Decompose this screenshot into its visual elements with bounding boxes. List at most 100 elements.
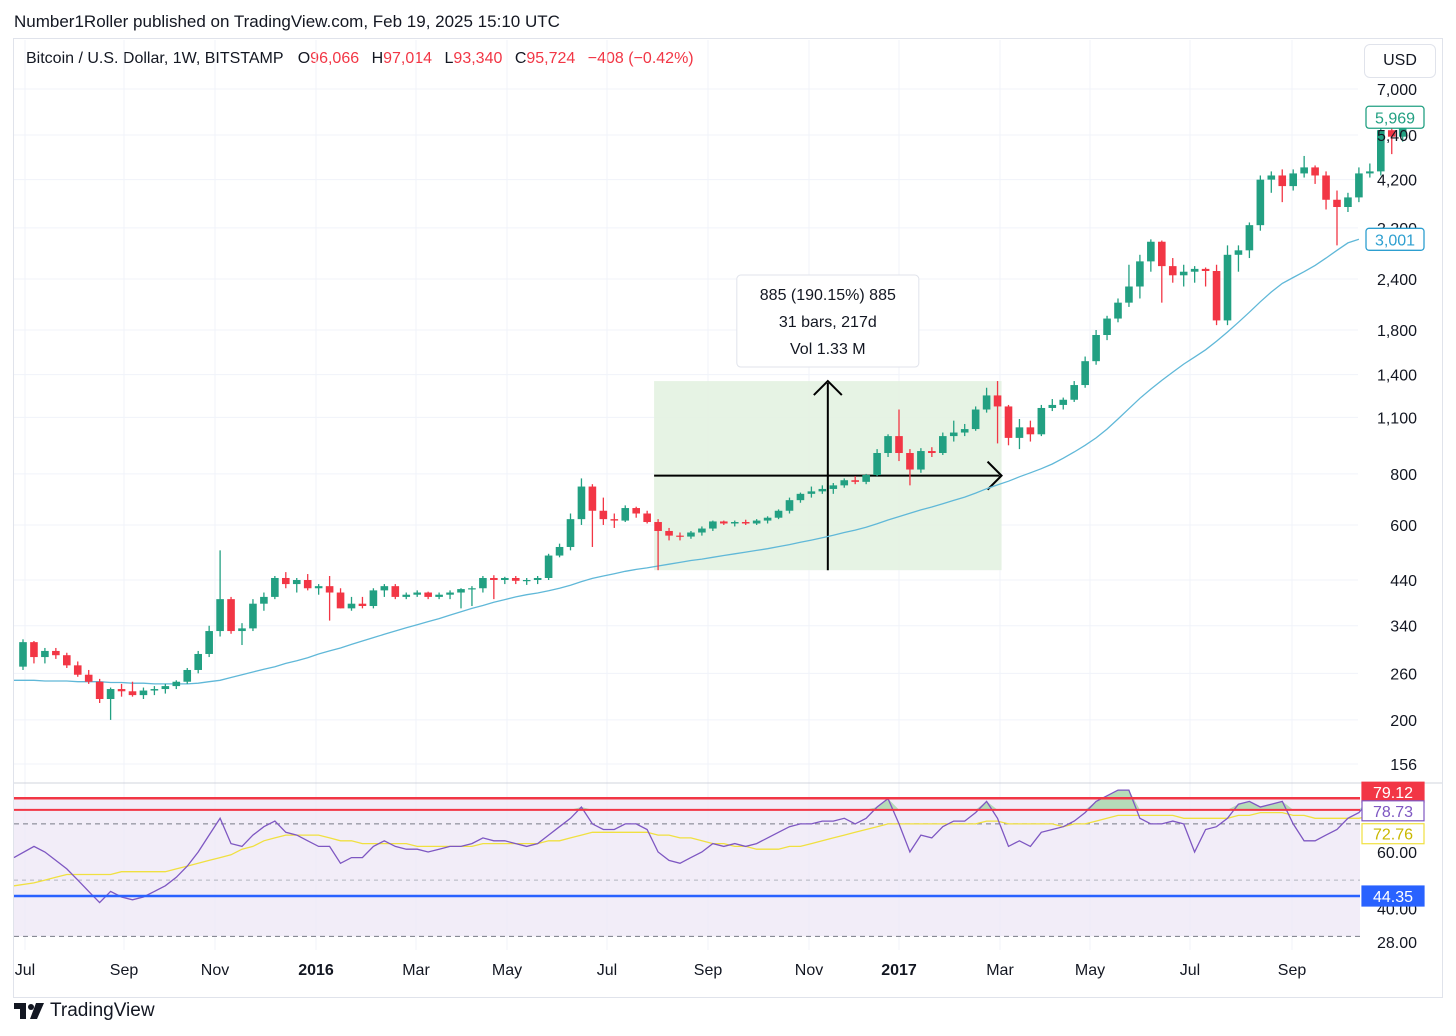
candle-body [1300, 167, 1308, 174]
candle [1158, 240, 1166, 303]
candle-body [1387, 130, 1396, 137]
candle [41, 647, 49, 664]
rsi-blue-badge-box [1361, 885, 1425, 907]
candle-body [227, 599, 235, 632]
candle-body [917, 451, 925, 470]
rsi-value-badge: 78.73 [1361, 800, 1425, 822]
close-value: 95,724 [526, 50, 576, 67]
candle [490, 575, 498, 600]
candle [1212, 264, 1221, 326]
candle-body [1245, 225, 1254, 251]
candle-body [402, 594, 411, 597]
candle-body [150, 689, 159, 691]
candle [960, 423, 969, 437]
candle-body [1355, 173, 1363, 198]
candle-body [741, 522, 750, 524]
tradingview-brand: TradingView [50, 1000, 155, 1021]
candle [643, 510, 651, 524]
candle-body [1114, 302, 1122, 319]
candle-body [1344, 197, 1352, 208]
candle-body [939, 436, 947, 454]
tradingview-logo[interactable]: TradingView [14, 1000, 155, 1022]
high-label: H [371, 50, 384, 67]
symbol-title[interactable]: Bitcoin / U.S. Dollar, 1W, BITSTAMP [26, 50, 284, 67]
candle [260, 592, 268, 611]
candle [84, 669, 93, 684]
candle-body [643, 513, 651, 523]
candle [73, 661, 82, 677]
candle [161, 683, 170, 694]
candle [1081, 356, 1089, 388]
candle [139, 687, 148, 700]
candle-body [106, 689, 115, 700]
candle-body [501, 577, 509, 580]
rsi-blue-badge-text: 44.35 [1373, 889, 1413, 906]
rsi-upper-badge: 79.12 [1361, 781, 1425, 803]
measure-volume-text: Vol 1.33 M [790, 341, 866, 358]
candle-body [1158, 241, 1166, 267]
time-tick-label: Jul [1180, 962, 1200, 979]
candle-body [128, 691, 137, 696]
candle-body [807, 491, 816, 494]
currency-button[interactable]: USD [1364, 44, 1436, 78]
candle [533, 576, 542, 585]
candle-body [1179, 271, 1188, 276]
candle-body [1190, 268, 1199, 272]
candle [479, 576, 487, 593]
candle [884, 434, 892, 457]
candle-body [763, 517, 772, 521]
price-tick-label: 440 [1390, 573, 1417, 590]
candle [292, 577, 301, 593]
candle-body [906, 453, 914, 470]
candle-body [194, 653, 202, 670]
candle [774, 509, 783, 520]
time-tick-label: Sep [110, 962, 139, 979]
candle-body [1322, 175, 1330, 200]
candle [785, 497, 794, 514]
candle-body [566, 519, 575, 547]
time-tick-label: Sep [1278, 962, 1307, 979]
time-tick-label: Nov [201, 962, 229, 979]
open-label: O [297, 50, 311, 67]
candle-body [380, 586, 389, 591]
candle [807, 486, 816, 498]
candle [906, 449, 914, 486]
candle-body [752, 520, 761, 524]
candle-body [303, 579, 312, 589]
candle-body [161, 686, 170, 690]
candle [19, 639, 27, 670]
candle [1333, 190, 1341, 246]
candle-body [862, 475, 870, 482]
last-price-badge: 5,969 [1365, 105, 1425, 129]
candle [314, 584, 323, 595]
rsi-upper-badge-text: 79.12 [1373, 785, 1413, 802]
candle-body [183, 669, 192, 682]
candle [336, 588, 345, 609]
price-tick-label: 1,400 [1377, 368, 1417, 385]
rsi-value-badge-text: 78.73 [1373, 804, 1413, 821]
time-tick-label: Sep [694, 962, 723, 979]
candle [982, 387, 991, 413]
candle-body [1004, 406, 1013, 438]
ma-value-badge-text: 3,001 [1375, 232, 1415, 249]
change-value: −408 (−0.42%) [587, 50, 694, 67]
candle [544, 553, 553, 580]
price-tick-label: 600 [1390, 518, 1417, 535]
candle [928, 447, 936, 457]
candle-body [216, 599, 224, 632]
candle [730, 520, 739, 527]
candle [654, 519, 662, 571]
candle-body [435, 594, 443, 597]
candle-body [1037, 407, 1046, 435]
time-tick-label: Jul [15, 962, 35, 979]
candle-body [884, 436, 892, 454]
candle-body [928, 451, 936, 454]
candle [150, 686, 159, 696]
time-tick-label: May [1075, 962, 1105, 979]
candle [1256, 175, 1265, 231]
candle [917, 448, 925, 473]
candle [413, 590, 421, 597]
candle-body [1212, 271, 1221, 321]
candle [325, 576, 334, 621]
